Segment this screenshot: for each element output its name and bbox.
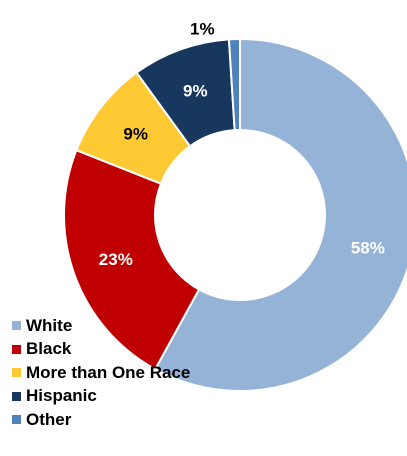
legend-item-more-than-one-race: More than One Race (12, 361, 190, 385)
slice-label-more-than-one-race: 9% (123, 125, 148, 144)
donut-slice-labels: 58% 23% 9% 9% 1% (99, 20, 385, 270)
donut-slices (63, 37, 407, 392)
legend-label: Other (26, 409, 72, 429)
legend-swatch (12, 415, 21, 425)
legend-swatch (12, 344, 21, 354)
slice-label-other: 1% (190, 20, 215, 39)
slice-label-white: 58% (351, 238, 385, 257)
slice-label-black: 23% (99, 250, 133, 269)
legend-swatch (12, 368, 21, 378)
legend-item-hispanic: Hispanic (12, 385, 190, 409)
legend-swatch (12, 321, 21, 331)
slice-black (63, 148, 201, 371)
chart-legend: White Black More than One Race Hispanic Othe… (12, 314, 190, 432)
slice-label-hispanic: 9% (183, 81, 208, 100)
legend-item-black: Black (12, 338, 190, 362)
legend-label: More than One Race (26, 362, 191, 382)
legend-item-white: White (12, 314, 190, 338)
legend-swatch (12, 391, 21, 401)
slice-white (153, 37, 407, 392)
legend-label: Hispanic (26, 386, 97, 406)
slice-other (227, 37, 241, 132)
legend-item-other: Other (12, 408, 190, 432)
legend-label: White (26, 315, 73, 335)
legend-label: Black (26, 339, 72, 359)
